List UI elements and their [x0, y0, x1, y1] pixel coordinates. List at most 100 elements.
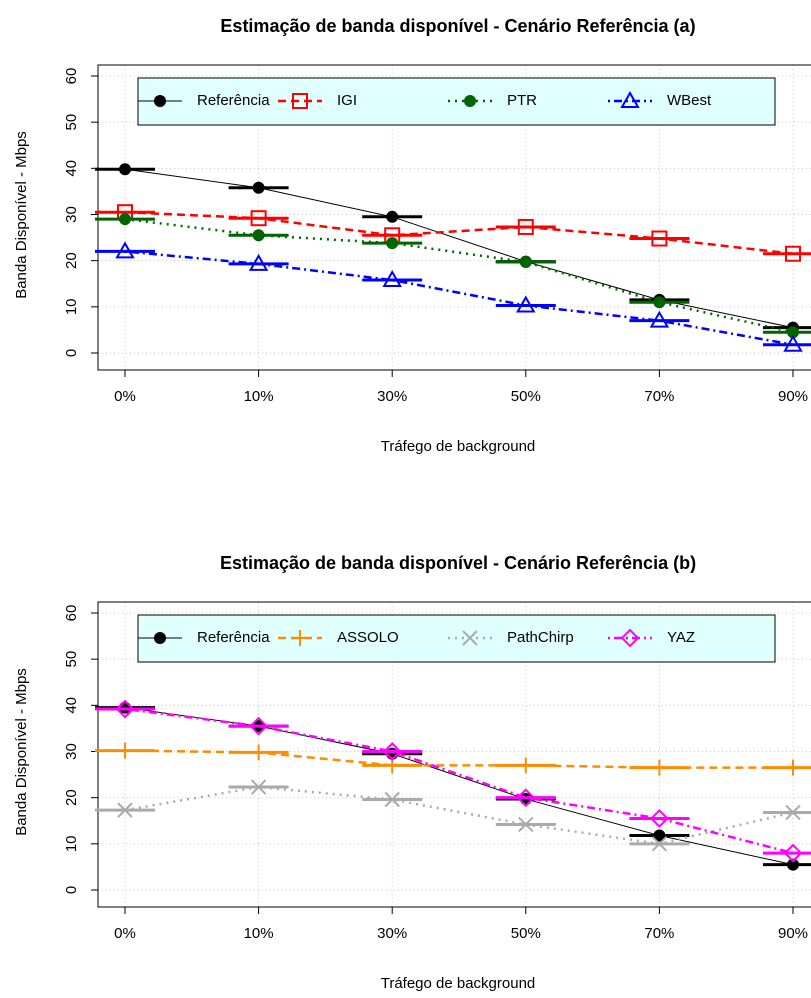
y-tick-label: 10: [63, 835, 80, 852]
point-marker: [362, 791, 423, 808]
legend-marker: [462, 630, 478, 646]
x-axis-label: Tráfego de background: [381, 438, 536, 455]
x-tick-label: 10%: [244, 388, 274, 405]
y-tick-label: 60: [63, 68, 80, 85]
point-marker: [763, 843, 811, 863]
marker-dot: [154, 95, 166, 107]
legend-label: PTR: [507, 92, 537, 109]
x-tick-label: 70%: [644, 388, 674, 405]
y-tick-label: 40: [63, 160, 80, 177]
marker-diamond: [649, 809, 669, 828]
chart-title: Estimação de banda disponível - Cenário …: [220, 16, 695, 36]
legend-label: Referência: [197, 92, 270, 109]
point-marker: [228, 210, 289, 227]
point-marker: [228, 229, 289, 242]
legend-label: PathChirp: [507, 629, 574, 646]
point-marker: [495, 256, 556, 269]
y-tick-label: 10: [63, 298, 80, 315]
marker-diamond: [516, 788, 536, 808]
series-line: [124, 168, 794, 329]
point-marker: [763, 245, 811, 262]
marker-diamond: [249, 716, 269, 736]
x-tick-label: 10%: [244, 925, 274, 942]
point-marker: [95, 802, 155, 818]
point-marker: [629, 296, 690, 309]
x-tick-label: 90%: [778, 925, 808, 942]
point-marker: [228, 779, 289, 795]
legend-marker: [464, 95, 476, 107]
point-marker: [228, 744, 289, 761]
x-tick-label: 50%: [511, 388, 541, 405]
marker-dot: [154, 632, 166, 644]
point-marker: [228, 253, 289, 271]
point-marker: [495, 757, 556, 774]
x-tick-label: 30%: [377, 388, 407, 405]
point-marker: [763, 858, 811, 871]
x-axis-label: Tráfego de background: [381, 975, 536, 992]
series-line: [124, 749, 793, 769]
legend-label: IGI: [337, 92, 357, 109]
x-tick-label: 0%: [114, 925, 136, 942]
x-tick-label: 50%: [511, 925, 541, 942]
x-tick-label: 30%: [377, 925, 407, 942]
point-marker: [228, 716, 289, 736]
point-marker: [629, 310, 690, 328]
point-marker: [362, 742, 423, 761]
y-tick-label: 40: [63, 697, 80, 714]
y-tick-label: 30: [63, 743, 80, 760]
legend-marker: [620, 90, 640, 108]
point-marker: [629, 809, 690, 828]
y-tick-label: 30: [63, 206, 80, 223]
point-marker: [95, 699, 155, 719]
chart-title: Estimação de banda disponível - Cenário …: [220, 553, 696, 573]
y-axis-label: Banda Disponível - Mbps: [13, 668, 30, 836]
point-marker: [629, 230, 690, 247]
point-marker: [495, 295, 556, 313]
series-line: [124, 217, 794, 334]
point-marker: [95, 163, 155, 176]
marker-diamond: [115, 699, 135, 719]
point-marker: [629, 836, 690, 852]
point-marker: [763, 326, 811, 339]
y-tick-label: 20: [63, 789, 80, 806]
marker-cross: [462, 630, 478, 646]
x-tick-label: 90%: [778, 388, 808, 405]
marker-diamond: [620, 628, 640, 648]
point-marker: [362, 210, 423, 223]
y-tick-label: 20: [63, 252, 80, 269]
point-marker: [763, 334, 811, 352]
series-line: [124, 785, 794, 846]
y-tick-label: 50: [63, 651, 80, 668]
series-line: [124, 707, 794, 866]
legend-label: YAZ: [667, 629, 695, 646]
legend-marker: [620, 628, 640, 648]
point-marker: [495, 788, 556, 808]
point-marker: [763, 759, 811, 776]
marker-dot: [464, 95, 476, 107]
point-marker: [629, 759, 690, 776]
legend-label: WBest: [667, 92, 712, 109]
marker-triangle: [620, 90, 640, 108]
point-marker: [495, 816, 556, 833]
x-tick-label: 70%: [644, 925, 674, 942]
plot-frame: [97, 64, 811, 371]
series-line: [124, 210, 794, 255]
marker-square: [292, 93, 308, 109]
y-axis-label: Banda Disponível - Mbps: [13, 131, 30, 299]
marker-diamond: [783, 843, 803, 863]
legend-label: Referência: [197, 629, 270, 646]
point-marker: [629, 829, 690, 842]
y-tick-label: 50: [63, 114, 80, 131]
y-tick-label: 0: [63, 349, 80, 357]
legend-marker: [292, 93, 308, 109]
point-marker: [362, 237, 423, 250]
point-marker: [95, 213, 155, 226]
y-tick-label: 0: [63, 886, 80, 894]
point-marker: [95, 742, 155, 759]
legend-marker: [154, 95, 166, 107]
marker-plus: [292, 630, 308, 646]
point-marker: [495, 218, 556, 235]
y-tick-label: 60: [63, 605, 80, 622]
point-marker: [228, 181, 289, 194]
